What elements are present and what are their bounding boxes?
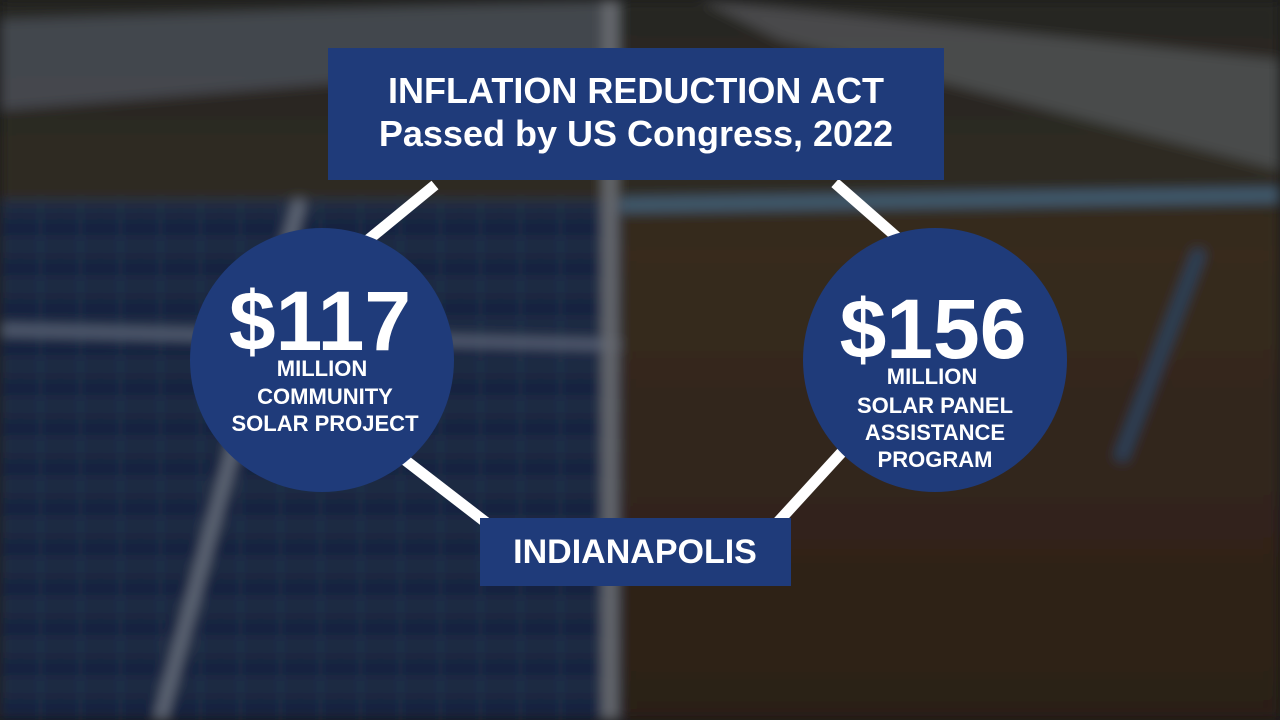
connector bbox=[831, 178, 904, 245]
header-subtitle: Passed by US Congress, 2022 bbox=[379, 113, 893, 154]
connector bbox=[773, 448, 847, 526]
header-title: INFLATION REDUCTION ACT bbox=[388, 70, 884, 111]
circle bbox=[190, 228, 454, 492]
amount: $156 bbox=[840, 282, 1027, 376]
unit: MILLION bbox=[277, 356, 367, 381]
connector bbox=[401, 455, 492, 529]
connector bbox=[364, 180, 439, 245]
location-box bbox=[480, 518, 791, 586]
unit: MILLION bbox=[887, 364, 977, 389]
description: COMMUNITY bbox=[257, 384, 393, 409]
description: PROGRAM bbox=[878, 447, 993, 472]
description: SOLAR PROJECT bbox=[231, 411, 419, 436]
amount: $117 bbox=[229, 274, 411, 368]
description: ASSISTANCE bbox=[865, 420, 1005, 445]
connectors bbox=[364, 178, 904, 529]
description: SOLAR PANEL bbox=[857, 393, 1013, 418]
location: INDIANAPOLIS bbox=[513, 533, 757, 571]
header-box bbox=[328, 48, 944, 180]
circle bbox=[803, 228, 1067, 492]
